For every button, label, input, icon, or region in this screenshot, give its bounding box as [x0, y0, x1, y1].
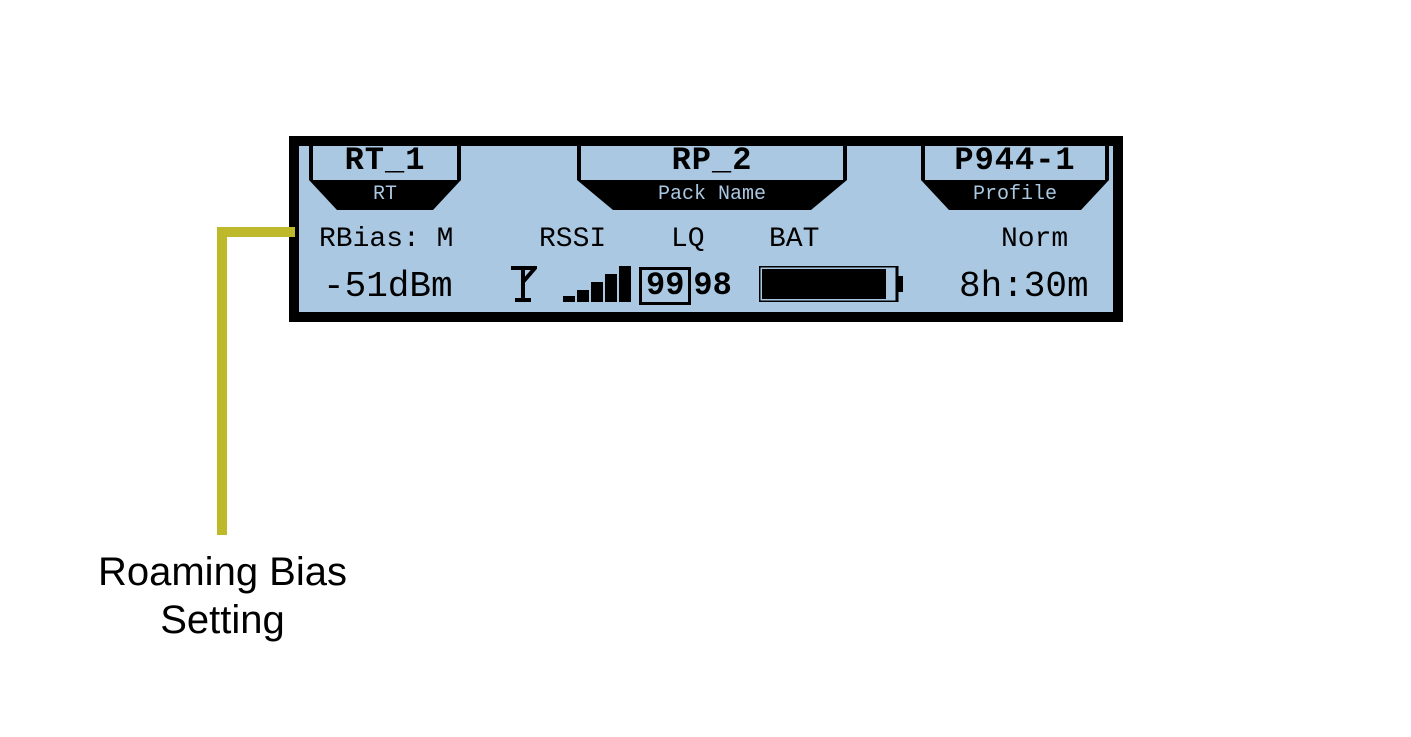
device-lcd-panel: RT_1 RT RP_2 Pack Name P944-1 Profile RB…: [289, 136, 1123, 322]
lq-boxed-value: 99: [639, 267, 691, 305]
signal-bars-icon: [563, 266, 631, 302]
rbias-value: -51dBm: [323, 266, 453, 307]
rssi-label: RSSI: [539, 224, 606, 255]
tab-packname: RP_2 Pack Name: [577, 142, 847, 210]
callout-label: Roaming Bias Setting: [90, 548, 355, 644]
battery-icon: [759, 266, 907, 313]
mode-label: Norm: [1001, 224, 1068, 255]
tab-rt-title: RT_1: [309, 142, 461, 180]
tab-rt-label-wrap: RT: [309, 180, 461, 210]
callout-line1: Roaming Bias: [90, 548, 355, 596]
tab-rt: RT_1 RT: [309, 142, 461, 210]
time-remaining: 8h:30m: [959, 266, 1089, 307]
tab-packname-label: Pack Name: [577, 183, 847, 206]
lq-label: LQ: [671, 224, 705, 255]
callout-line2: Setting: [90, 596, 355, 644]
antenna-icon: [509, 266, 537, 313]
tab-profile: P944-1 Profile: [921, 142, 1109, 210]
tab-packname-label-wrap: Pack Name: [577, 180, 847, 210]
lq-aux-value: 98: [693, 267, 731, 304]
tab-profile-label-wrap: Profile: [921, 180, 1109, 210]
tab-profile-title: P944-1: [921, 142, 1109, 180]
tab-packname-title: RP_2: [577, 142, 847, 180]
bat-label: BAT: [769, 224, 819, 255]
rbias-label: RBias: M: [319, 224, 453, 255]
tab-profile-label: Profile: [921, 183, 1109, 206]
tab-rt-label: RT: [309, 183, 461, 206]
